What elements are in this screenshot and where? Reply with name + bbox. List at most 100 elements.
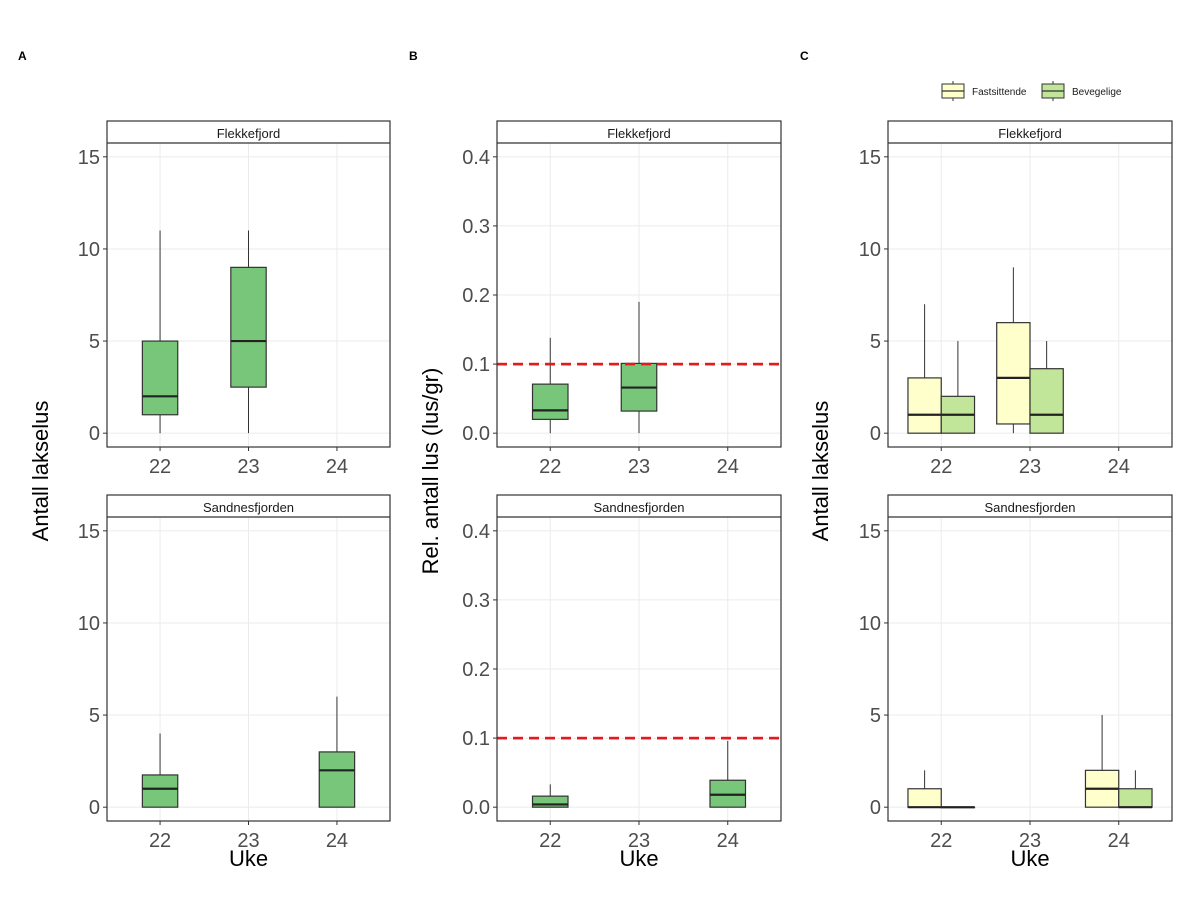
facet-flekkefjord: 0 5 10 15 22 23 24 Flekkefjord — [859, 120, 1173, 478]
panel-tag: A — [18, 49, 27, 63]
facet-flekkefjord: 0.0 0.1 0.2 0.3 0.4 22 23 24 Flekkefjord — [462, 120, 782, 478]
box-iqr — [230, 266, 267, 388]
panel-c: C 0 5 10 15 22 23 24 Flekkefjord 0 5 10 15 22 23 24 Sand… — [800, 49, 1173, 871]
box-antall-24 — [318, 696, 356, 808]
box-fastsittende-23 — [996, 267, 1031, 434]
legend-key-bevegelige: Bevegelige — [1041, 81, 1122, 101]
facet-sandnesfjorden: 0 5 10 15 22 23 24 Sandnesfjorden — [78, 494, 391, 852]
y-tick-label: 15 — [859, 521, 881, 543]
y-tick-label: 15 — [859, 147, 881, 169]
y-tick-label: 0 — [870, 797, 881, 819]
y-tick-label: 10 — [859, 613, 881, 635]
box-iqr — [531, 383, 569, 420]
box-rel-24 — [709, 740, 747, 808]
legend-label: Fastsittende — [972, 87, 1027, 98]
box-iqr — [1029, 368, 1064, 434]
panel-border — [106, 120, 391, 448]
legend-key-fastsittende: Fastsittende — [941, 81, 1027, 101]
box-fastsittende-22 — [907, 770, 942, 809]
x-tick-label: 23 — [1019, 456, 1041, 478]
y-tick-label: 0.2 — [462, 285, 490, 307]
x-tick-label: 23 — [628, 830, 650, 852]
y-tick-label: 0.2 — [462, 659, 490, 681]
box-rel-22 — [531, 784, 569, 808]
box-rel-23 — [620, 301, 658, 434]
panel-b: B0.00.10.20.30.422 23 24Flekkefjord0.00.10… — [409, 49, 782, 871]
y-tick-label: 15 — [78, 521, 100, 543]
y-tick-label: 10 — [78, 239, 100, 261]
facet-flekkefjord: 0 5 10 15 22 23 24 Flekkefjord — [78, 120, 391, 478]
x-tick-label: 23 — [237, 456, 259, 478]
panel-border — [106, 494, 391, 822]
x-tick-label: 23 — [1019, 830, 1041, 852]
y-tick-label: 5 — [870, 705, 881, 727]
panel-border — [887, 494, 1173, 822]
y-tick-label: 0 — [89, 797, 100, 819]
box-bevegelige-22 — [940, 806, 976, 809]
y-axis-title: Antall lakselus — [28, 401, 53, 542]
box-fastsittende-24 — [1084, 715, 1120, 808]
x-tick-label: 24 — [717, 830, 739, 852]
y-tick-label: 10 — [859, 239, 881, 261]
facet-sandnesfjorden: 0 5 10 15 22 23 24 Sandnesfjorden — [859, 494, 1173, 852]
y-axis-title: Antall lakselus — [808, 401, 833, 542]
x-tick-label: 24 — [1108, 830, 1130, 852]
y-axis-title: Rel. antall lus (lus/gr) — [418, 368, 443, 575]
x-tick-label: 22 — [930, 830, 952, 852]
x-tick-label: 23 — [237, 830, 259, 852]
y-tick-label: 5 — [89, 331, 100, 353]
y-tick-label: 0.3 — [462, 590, 490, 612]
x-tick-label: 24 — [1108, 456, 1130, 478]
box-iqr — [907, 788, 942, 808]
box-bevegelige-22 — [940, 341, 976, 434]
panel-border — [496, 494, 782, 822]
x-tick-label: 22 — [149, 830, 171, 852]
facet-sandnesfjorden: 0.0 0.1 0.2 0.3 0.4 22 23 24 Sandnesfjorden — [462, 494, 782, 852]
y-tick-label: 5 — [89, 705, 100, 727]
y-tick-label: 0.1 — [462, 728, 490, 750]
strip-label: Flekkefjord — [217, 126, 281, 141]
box-iqr — [531, 795, 569, 808]
x-axis-title: Uke — [1010, 846, 1049, 871]
strip-label: Sandnesfjorden — [593, 500, 684, 515]
x-tick-label: 23 — [628, 456, 650, 478]
box-antall-22 — [141, 733, 179, 808]
box-iqr — [907, 377, 942, 434]
strip-label: Sandnesfjorden — [984, 500, 1075, 515]
box-antall-23 — [230, 230, 267, 434]
legend-label: Bevegelige — [1072, 87, 1122, 98]
panel-tag: C — [800, 49, 809, 63]
box-iqr — [141, 340, 179, 416]
x-tick-label: 24 — [717, 456, 739, 478]
strip-label: Flekkefjord — [607, 126, 671, 141]
y-tick-label: 0 — [89, 423, 100, 445]
panel-a: A 0 5 10 15 22 23 24 Flekkefjord 0 5 10 15 22 23 24 Sand… — [18, 49, 391, 871]
y-tick-label: 10 — [78, 613, 100, 635]
y-tick-label: 0.3 — [462, 216, 490, 238]
x-axis-title: Uke — [229, 846, 268, 871]
y-tick-label: 0.4 — [462, 147, 490, 169]
y-tick-label: 0.0 — [462, 423, 490, 445]
x-tick-label: 22 — [149, 456, 171, 478]
strip-label: Sandnesfjorden — [203, 500, 294, 515]
x-tick-label: 22 — [930, 456, 952, 478]
x-axis-title: Uke — [619, 846, 658, 871]
x-tick-label: 22 — [539, 830, 561, 852]
y-tick-label: 0 — [870, 423, 881, 445]
y-tick-label: 5 — [870, 331, 881, 353]
x-tick-label: 24 — [326, 830, 348, 852]
y-tick-label: 15 — [78, 147, 100, 169]
box-iqr — [1118, 788, 1153, 808]
panel-border — [496, 120, 782, 448]
y-tick-label: 0.1 — [462, 354, 490, 376]
box-bevegelige-24 — [1118, 770, 1153, 809]
box-rel-22 — [531, 337, 569, 434]
box-iqr — [996, 322, 1031, 425]
panel-border — [887, 120, 1173, 448]
box-fastsittende-22 — [907, 304, 942, 434]
x-tick-label: 22 — [539, 456, 561, 478]
box-iqr — [318, 751, 356, 808]
box-bevegelige-23 — [1029, 341, 1064, 434]
x-tick-label: 24 — [326, 456, 348, 478]
